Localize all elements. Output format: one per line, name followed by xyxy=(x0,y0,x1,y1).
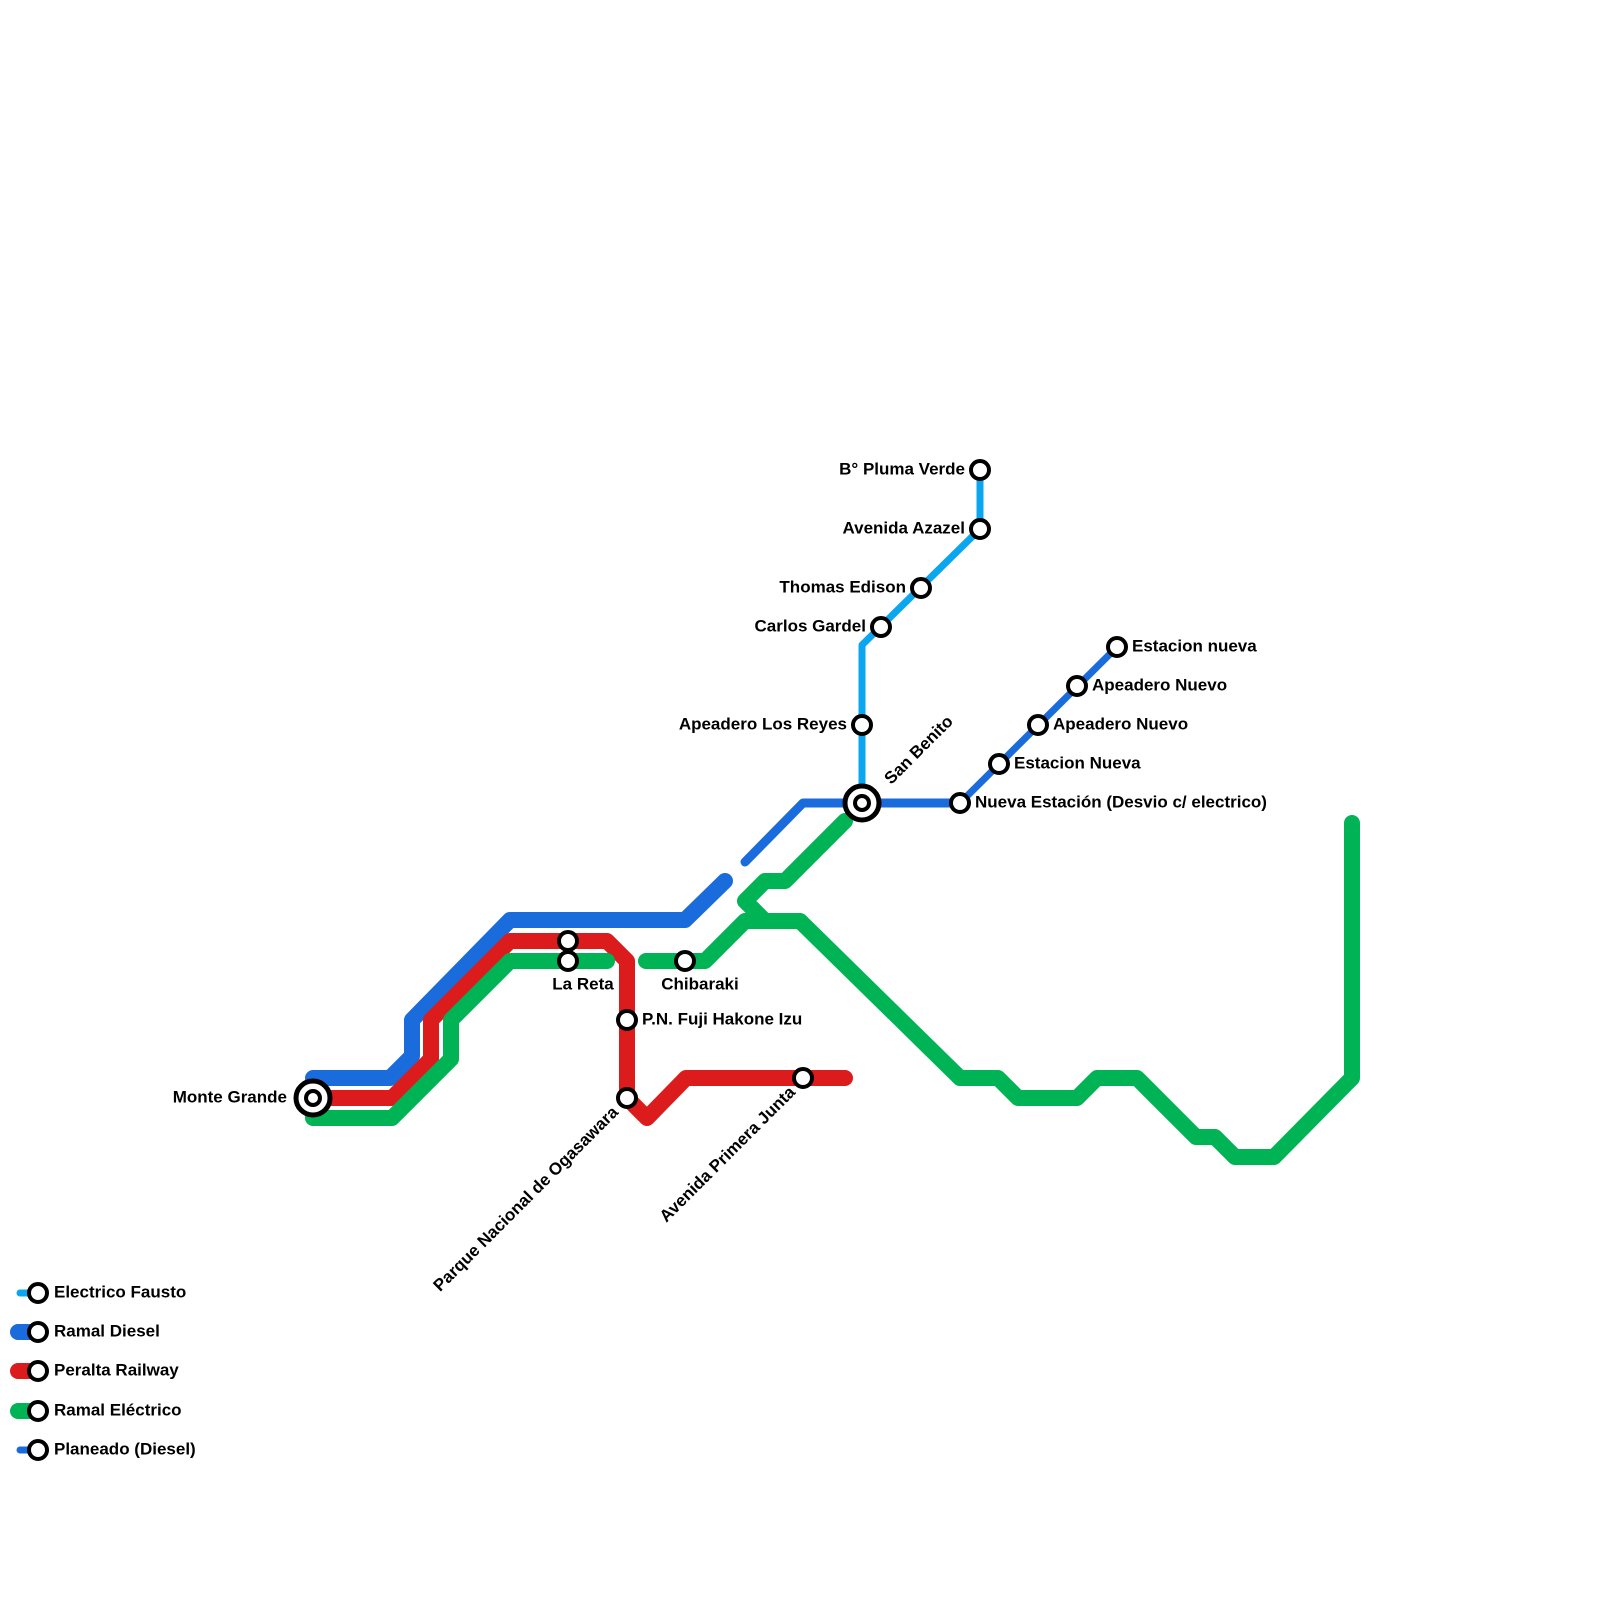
station-label: Estacion Nueva xyxy=(1014,753,1141,772)
stations xyxy=(293,459,1128,1118)
station xyxy=(557,930,579,952)
legend-label: Peralta Railway xyxy=(54,1360,179,1379)
legend-label: Planeado (Diesel) xyxy=(54,1439,196,1458)
station-label: B° Pluma Verde xyxy=(839,459,965,478)
station-label: Estacion nueva xyxy=(1132,636,1257,655)
station xyxy=(616,1087,638,1109)
station xyxy=(557,950,579,972)
station-label: Carlos Gardel xyxy=(755,616,867,635)
station-label: Apeadero Nuevo xyxy=(1053,714,1188,733)
station xyxy=(910,577,932,599)
station-label: Avenida Primera Junta xyxy=(656,1082,800,1226)
station xyxy=(969,459,991,481)
legend-station xyxy=(27,1360,49,1382)
line-peralta-railway xyxy=(305,933,853,1126)
station-label: San Benito xyxy=(881,712,957,788)
line-ramal-electrico xyxy=(305,953,615,1126)
legend-station xyxy=(27,1282,49,1304)
line-ramal-electrico xyxy=(638,815,1360,1165)
line-ramal-electrico xyxy=(737,813,853,929)
station xyxy=(1027,714,1049,736)
legend-station xyxy=(27,1321,49,1343)
legend: Electrico Fausto Ramal Diesel Peralta Ra… xyxy=(10,1282,196,1461)
station xyxy=(949,792,971,814)
legend-station xyxy=(27,1400,49,1422)
lines xyxy=(305,466,1360,1165)
line-ramal-diesel xyxy=(305,873,733,1086)
station-label: Thomas Edison xyxy=(779,577,906,596)
station xyxy=(1106,636,1128,658)
interchange-dot xyxy=(853,794,871,812)
station xyxy=(988,753,1010,775)
station-label: Apeadero Los Reyes xyxy=(679,714,847,733)
station-label: Parque Nacional de Ogasawara xyxy=(430,1102,623,1295)
station xyxy=(851,714,873,736)
legend-label: Ramal Eléctrico xyxy=(54,1400,182,1419)
station-label: La Reta xyxy=(552,974,614,993)
station xyxy=(792,1067,814,1089)
station xyxy=(1066,675,1088,697)
station-label: Nueva Estación (Desvio c/ electrico) xyxy=(975,792,1267,811)
legend-station xyxy=(27,1439,49,1461)
interchange-dot xyxy=(304,1089,322,1107)
station-label: Monte Grande xyxy=(173,1087,287,1106)
station-label: Apeadero Nuevo xyxy=(1092,675,1227,694)
station xyxy=(674,950,696,972)
station xyxy=(969,518,991,540)
station-label: P.N. Fuji Hakone Izu xyxy=(642,1009,802,1028)
station-label: Avenida Azazel xyxy=(842,518,965,537)
station xyxy=(616,1009,638,1031)
station-label: Chibaraki xyxy=(661,974,738,993)
legend-label: Ramal Diesel xyxy=(54,1321,160,1340)
station xyxy=(870,616,892,638)
legend-label: Electrico Fausto xyxy=(54,1282,186,1301)
line-ramal-diesel-branch xyxy=(740,798,965,867)
